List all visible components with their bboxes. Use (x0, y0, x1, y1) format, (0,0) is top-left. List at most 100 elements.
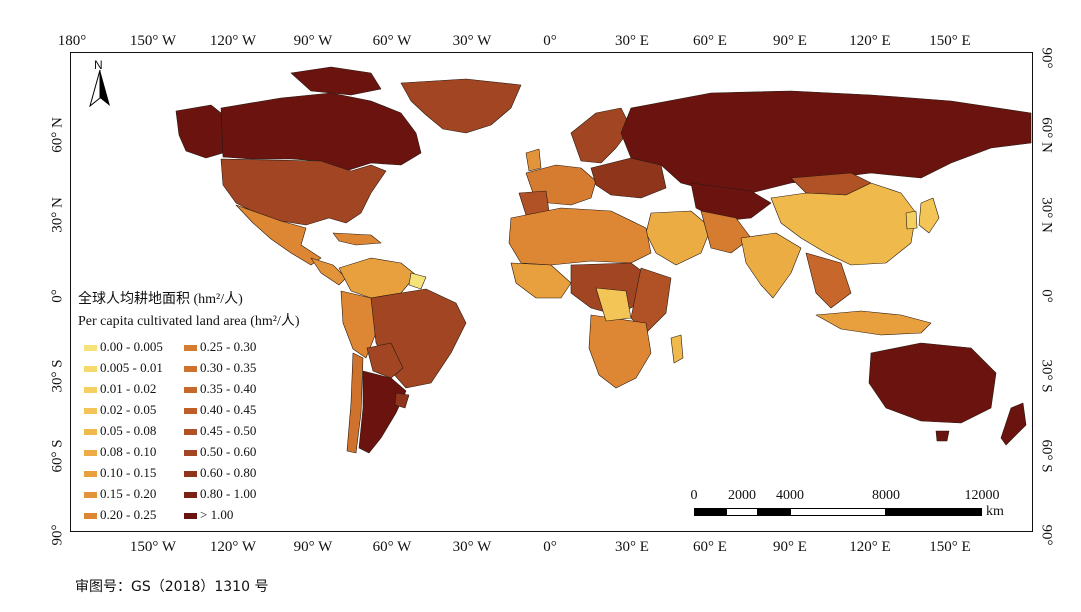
legend-item: 0.08 - 0.10 (84, 444, 156, 460)
legend-label: 0.25 - 0.30 (200, 339, 257, 354)
axis-label: 60° S (49, 439, 66, 473)
legend-item: 0.25 - 0.30 (184, 339, 256, 355)
bolivia-region (366, 342, 404, 379)
legend-label: 0.15 - 0.20 (100, 486, 157, 501)
legend-title-cn: 全球人均耕地面积 (hm²/人) (78, 292, 243, 307)
world-map-frame (70, 52, 1033, 532)
legend-label: 0.08 - 0.10 (100, 444, 157, 459)
axis-label: 30° E (615, 33, 649, 49)
legend-item: 0.60 - 0.80 (184, 465, 256, 481)
axis-label: 30° N (1038, 197, 1055, 233)
legend-item: > 1.00 (184, 507, 233, 523)
eastern-europe-region (590, 157, 667, 199)
india-region (740, 232, 802, 299)
scale-segment (790, 508, 886, 516)
australia-region (868, 342, 997, 424)
new-zealand-region (1000, 402, 1027, 446)
scale-unit: km (986, 504, 1004, 519)
axis-label: 60° N (49, 117, 66, 153)
legend-label: > 1.00 (200, 507, 234, 522)
southeast-asia-region (805, 252, 852, 309)
legend-item: 0.02 - 0.05 (84, 402, 156, 418)
argentina-region (358, 370, 407, 454)
north-label: N (94, 58, 103, 72)
legend-swatch (184, 471, 197, 478)
axis-label: 120° W (209, 539, 257, 555)
axis-label: 60° E (693, 539, 727, 555)
legend-swatch (184, 408, 197, 415)
axis-label: 0° (1038, 289, 1055, 303)
chile-region (346, 352, 364, 454)
legend-swatch (84, 408, 97, 415)
legend-item: 0.05 - 0.08 (84, 423, 156, 439)
legend-label: 0.60 - 0.80 (200, 465, 257, 480)
axis-label: 150° E (929, 539, 971, 555)
legend-swatch (84, 387, 97, 394)
legend-item: 0.45 - 0.50 (184, 423, 256, 439)
axis-label: 90° W (293, 539, 333, 555)
legend-swatch (184, 450, 197, 457)
axis-label: 120° W (209, 33, 257, 49)
legend-label: 0.02 - 0.05 (100, 402, 157, 417)
north-arrow: N (88, 58, 112, 108)
legend-label: 0.45 - 0.50 (200, 423, 257, 438)
scale-bar: 0 2000 4000 8000 12000 km (690, 488, 1020, 528)
legend-swatch (184, 513, 197, 520)
southern-africa-region (588, 314, 652, 389)
legend-label: 0.005 - 0.01 (100, 360, 163, 375)
axis-label: 30° W (452, 33, 492, 49)
axis-label: 90° W (293, 33, 333, 49)
axis-label: 90° E (773, 539, 807, 555)
legend-swatch (184, 366, 197, 373)
scale-segment (886, 508, 982, 516)
axis-label: 60° E (693, 33, 727, 49)
legend-label: 0.30 - 0.35 (200, 360, 257, 375)
russia-region (620, 90, 1032, 194)
greenland-region (400, 78, 522, 134)
axis-label: 150° E (929, 33, 971, 49)
west-africa-region (510, 262, 572, 299)
axis-label: 60° W (372, 33, 412, 49)
legend-item: 0.15 - 0.20 (84, 486, 156, 502)
iran-region (700, 210, 752, 254)
madagascar-region (670, 334, 684, 364)
scale-label: 4000 (776, 488, 804, 503)
axis-label: 0° (543, 539, 557, 555)
china-region (770, 182, 917, 266)
legend-swatch (84, 366, 97, 373)
legend-swatch (84, 513, 97, 520)
axis-label: 60° N (1038, 117, 1055, 153)
arctic-islands-region (290, 66, 382, 96)
north-arrow-icon (89, 70, 110, 108)
legend-label: 0.01 - 0.02 (100, 381, 157, 396)
axis-label: 0° (49, 289, 66, 303)
legend-item: 0.40 - 0.45 (184, 402, 256, 418)
legend-swatch (84, 471, 97, 478)
legend-swatch (184, 387, 197, 394)
alaska-region (175, 104, 224, 159)
legend-label: 0.80 - 1.00 (200, 486, 257, 501)
legend-swatch (184, 345, 197, 352)
axis-label: 0° (543, 33, 557, 49)
legend-swatch (184, 429, 197, 436)
legend-swatch (84, 429, 97, 436)
scale-segment (758, 508, 790, 516)
legend-label: 0.40 - 0.45 (200, 402, 257, 417)
axis-label: 60° W (372, 539, 412, 555)
legend-label: 0.05 - 0.08 (100, 423, 157, 438)
legend-swatch (184, 492, 197, 499)
axis-label: 30° W (452, 539, 492, 555)
legend-swatch (84, 345, 97, 352)
axis-label: 120° E (849, 33, 891, 49)
legend-item: 0.50 - 0.60 (184, 444, 256, 460)
legend-label: 0.20 - 0.25 (100, 507, 157, 522)
world-map (175, 66, 1032, 454)
axis-label: 120° E (849, 539, 891, 555)
north-africa-region (508, 207, 652, 266)
east-africa-region (630, 267, 672, 334)
middle-east-region (645, 210, 712, 266)
axis-label: 90° E (773, 33, 807, 49)
scale-segment (726, 508, 758, 516)
legend-item: 0.30 - 0.35 (184, 360, 256, 376)
map-approval-number: 审图号：GS（2018）1310 号 (75, 579, 269, 595)
